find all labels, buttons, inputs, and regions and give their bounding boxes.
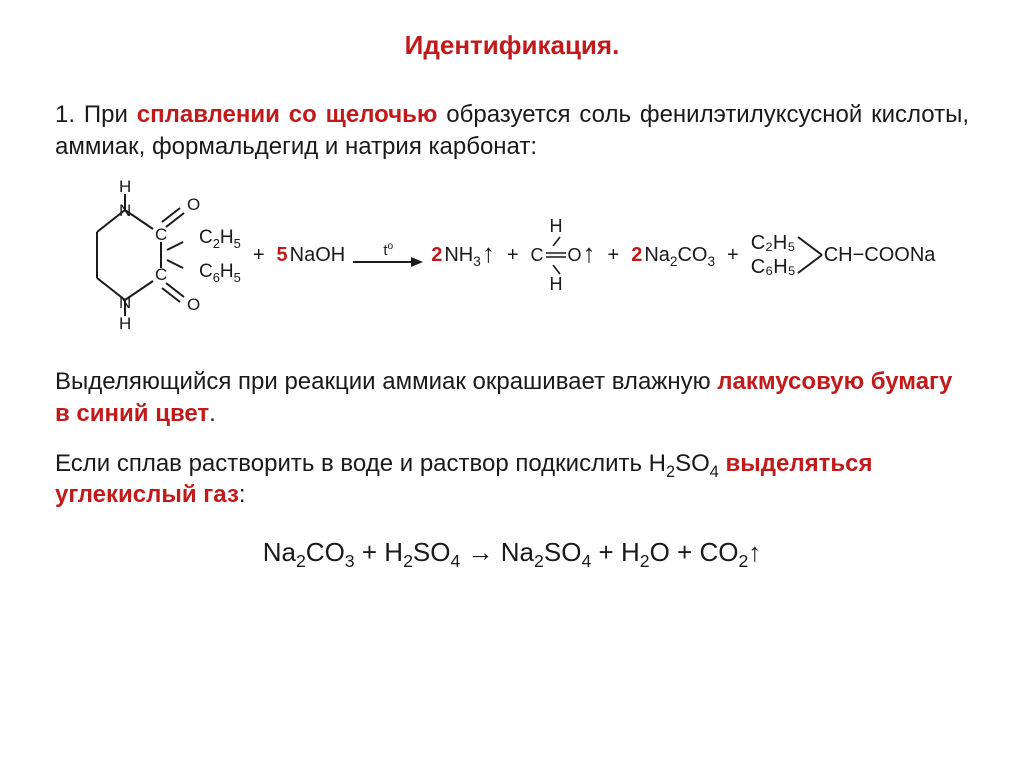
- slide: Идентификация. 1. При сплавлении со щело…: [0, 0, 1024, 767]
- plus-1: +: [249, 244, 269, 267]
- gas-arrow-2: ↑: [583, 246, 596, 262]
- svg-text:C: C: [155, 225, 167, 244]
- p3-sub1: 2: [666, 462, 675, 480]
- hcho-h-bot: H: [550, 275, 563, 294]
- eq-na1s: 2: [296, 551, 306, 571]
- slide-title: Идентификация.: [55, 30, 969, 61]
- eq-na2: Na: [501, 537, 534, 567]
- p3-b: SO: [675, 450, 710, 477]
- intro-paragraph: 1. При сплавлении со щелочью образуется …: [55, 99, 969, 162]
- p3-tail: :: [239, 481, 246, 508]
- eq-plus1: +: [355, 537, 385, 567]
- coef-2a: 2: [431, 244, 444, 267]
- arrow-degree: o: [387, 241, 393, 252]
- svg-text:O: O: [187, 295, 200, 314]
- eq-so1: SO: [413, 537, 451, 567]
- product-nh3: 2 NH3 ↑: [431, 244, 495, 267]
- eq-co1: CO: [306, 537, 345, 567]
- prod-ethyl: C₂H₅: [751, 231, 796, 255]
- coef-2b: 2: [631, 244, 644, 267]
- eq-h1: H: [384, 537, 403, 567]
- hcho-o: O: [568, 246, 582, 265]
- plus-3: +: [604, 244, 624, 267]
- svg-text:N: N: [119, 293, 131, 312]
- sub-ethyl: C2H5: [199, 228, 241, 248]
- svg-text:N: N: [119, 201, 131, 220]
- eq-so2: SO: [544, 537, 582, 567]
- product-phenylethylacetate: C₂H₅ C₆H₅ CH−COONa: [751, 231, 936, 279]
- hcho-h-top: H: [550, 217, 563, 236]
- eq-co2: CO: [699, 537, 738, 567]
- naoh-text: NaOH: [290, 244, 346, 267]
- p3-c: [719, 450, 726, 477]
- eq-co1s: 3: [345, 551, 355, 571]
- eq-na1: Na: [263, 537, 296, 567]
- product-na2co3: 2 Na2CO3: [631, 244, 715, 267]
- prod-chcoona: CH−COONa: [824, 244, 936, 267]
- p3-sub2: 4: [710, 462, 719, 480]
- product-hcho: H C O H ↑: [531, 217, 596, 293]
- hcho-c: C: [531, 246, 544, 265]
- eq-na2s: 2: [534, 551, 544, 571]
- eq-h2s: 2: [640, 551, 650, 571]
- p2-a: Выделяющийся при реакции аммиак окрашива…: [55, 368, 717, 395]
- pyrimidinedione-structure: H H N N O O C C: [83, 180, 213, 330]
- svg-text:O: O: [187, 195, 200, 214]
- p3-a: Если сплав растворить в воде и раствор п…: [55, 450, 666, 477]
- eq-so2s: 4: [581, 551, 591, 571]
- eq-h1s: 2: [403, 551, 413, 571]
- reagent-naoh: 5 NaOH: [277, 244, 346, 267]
- reaction-equation: H H N N O O C C C2H5 C6H5 + 5 NaOH to: [83, 180, 969, 330]
- ring-substituents: C2H5 C6H5: [199, 228, 241, 282]
- eq-up: ↑: [748, 537, 761, 567]
- sub-phenyl: C6H5: [199, 262, 241, 282]
- plus-4: +: [723, 244, 743, 267]
- gas-arrow-1: ↑: [482, 246, 495, 262]
- p1-lead: 1. При: [55, 101, 137, 128]
- coef-5: 5: [277, 244, 290, 267]
- svg-text:C: C: [155, 265, 167, 284]
- reaction-arrow: to: [353, 242, 423, 269]
- p2-dot: .: [209, 400, 216, 427]
- na2co3-text: Na2CO3: [644, 244, 715, 267]
- co2-paragraph: Если сплав растворить в воде и раствор п…: [55, 448, 969, 511]
- svg-text:H: H: [119, 180, 131, 196]
- eq-plus2: +: [591, 537, 621, 567]
- nh3-text: NH3: [444, 244, 480, 267]
- eq-plus3: +: [670, 537, 700, 567]
- ionic-equation: Na2CO3 + H2SO4 → Na2SO4 + H2O + CO2↑: [55, 537, 969, 568]
- eq-co2s: 2: [738, 551, 748, 571]
- eq-h2: H: [621, 537, 640, 567]
- lakmus-paragraph: Выделяющийся при реакции аммиак окрашива…: [55, 366, 969, 429]
- p1-highlight: сплавлении со щелочью: [137, 101, 438, 128]
- eq-so1s: 4: [450, 551, 460, 571]
- eq-arrow: →: [460, 537, 500, 567]
- prod-phenyl: C₆H₅: [751, 255, 796, 279]
- plus-2: +: [503, 244, 523, 267]
- eq-o: O: [650, 537, 670, 567]
- svg-text:H: H: [119, 314, 131, 330]
